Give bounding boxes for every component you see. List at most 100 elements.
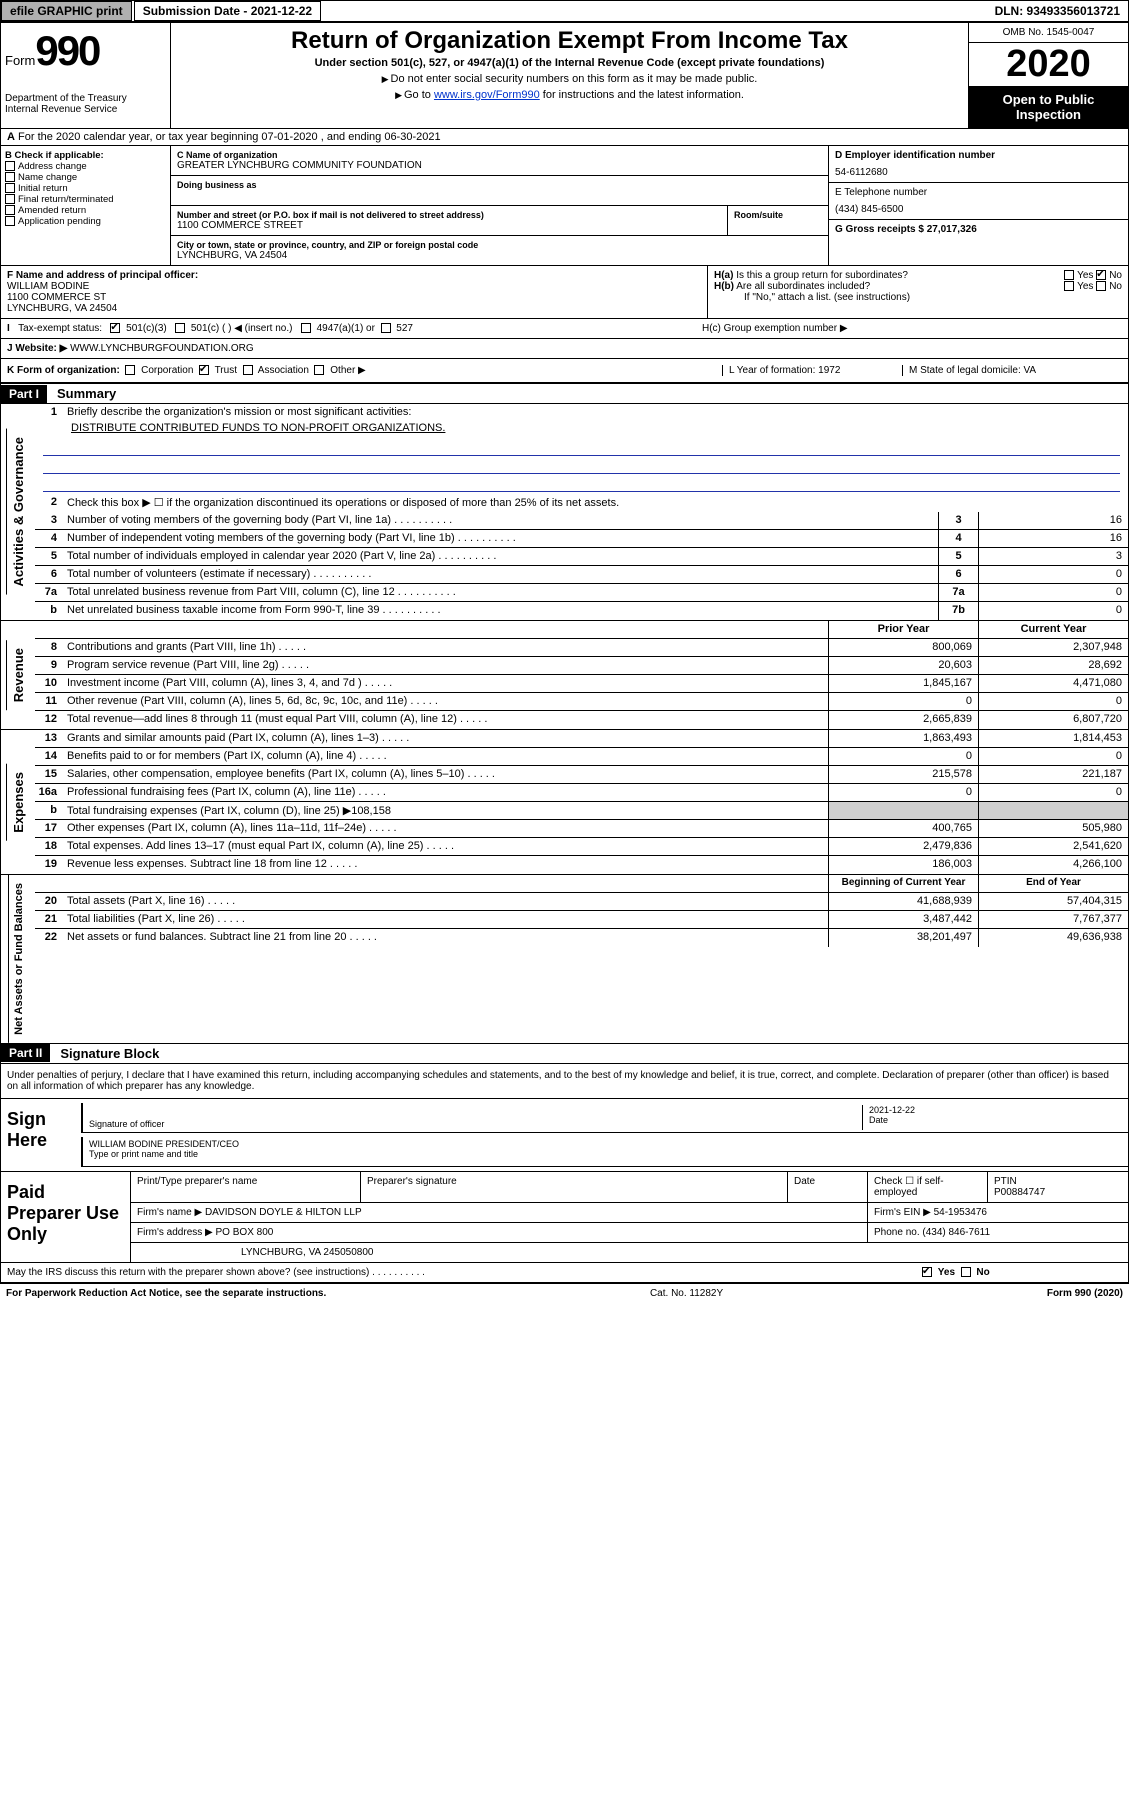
line2-text: Check this box ▶ ☐ if the organization d…: [63, 494, 1128, 512]
line-num: 15: [35, 766, 63, 783]
check-initial[interactable]: [5, 183, 15, 193]
gross-receipts: G Gross receipts $ 27,017,326: [835, 224, 1122, 235]
paid-preparer-label: Paid Preparer Use Only: [1, 1172, 131, 1262]
line-val: 16: [978, 530, 1128, 547]
line-current: 4,266,100: [978, 856, 1128, 874]
line1-text: Briefly describe the organization's miss…: [63, 404, 1128, 422]
part2-hdr: Part II: [1, 1044, 50, 1062]
i-4947[interactable]: [301, 323, 311, 333]
i-527[interactable]: [381, 323, 391, 333]
line-prior: 400,765: [828, 820, 978, 837]
ha-no[interactable]: [1096, 270, 1106, 280]
ha-yes[interactable]: [1064, 270, 1074, 280]
line-prior: 2,479,836: [828, 838, 978, 855]
check-address[interactable]: [5, 161, 15, 171]
sig-date-label: Date: [869, 1115, 888, 1125]
line-prior: 800,069: [828, 639, 978, 656]
discuss-yes[interactable]: [922, 1267, 932, 1277]
line-num: 21: [35, 911, 63, 928]
line-current: 28,692: [978, 657, 1128, 674]
k-assoc[interactable]: [243, 365, 253, 375]
firm-city: LYNCHBURG, VA 245050800: [131, 1243, 1128, 1262]
line-text: Other expenses (Part IX, column (A), lin…: [63, 820, 828, 837]
vlabel-exp: Expenses: [6, 764, 30, 841]
discuss-text: May the IRS discuss this return with the…: [7, 1267, 922, 1278]
opt-assoc: Association: [258, 365, 309, 376]
line-num: 3: [35, 512, 63, 529]
form-990: 990: [35, 27, 99, 74]
line-text: Benefits paid to or for members (Part IX…: [63, 748, 828, 765]
col-end: End of Year: [978, 875, 1128, 892]
i-501c[interactable]: [175, 323, 185, 333]
vlabel-rev: Revenue: [6, 640, 30, 710]
title-box: Return of Organization Exempt From Incom…: [171, 23, 968, 128]
ptin-value: P00884747: [994, 1187, 1045, 1198]
tax-year-range: For the 2020 calendar year, or tax year …: [18, 131, 441, 143]
line-val: 16: [978, 512, 1128, 529]
vlabel-gov: Activities & Governance: [6, 429, 30, 595]
i-501c3[interactable]: [110, 323, 120, 333]
f-label: F Name and address of principal officer:: [7, 270, 701, 281]
line-num: 6: [35, 566, 63, 583]
line-prior: 1,845,167: [828, 675, 978, 692]
mission: DISTRIBUTE CONTRIBUTED FUNDS TO NON-PROF…: [71, 422, 445, 434]
check-amended[interactable]: [5, 205, 15, 215]
subtitle-3: Go to www.irs.gov/Form990 for instructio…: [181, 89, 958, 101]
line-text: Total assets (Part X, line 16) . . . . .: [63, 893, 828, 910]
sign-here: Sign Here: [1, 1099, 81, 1171]
line-num: 5: [35, 548, 63, 565]
ptin-label: PTIN: [994, 1176, 1017, 1187]
line-num: 20: [35, 893, 63, 910]
check-final[interactable]: [5, 194, 15, 204]
officer-addr2: LYNCHBURG, VA 24504: [7, 303, 701, 314]
line-prior: 215,578: [828, 766, 978, 783]
form-body: Form990 Department of the Treasury Inter…: [0, 22, 1129, 1284]
efile-button[interactable]: efile GRAPHIC print: [1, 1, 132, 21]
h-note: If "No," attach a list. (see instruction…: [714, 292, 1122, 303]
website: WWW.LYNCHBURGFOUNDATION.ORG: [70, 343, 254, 354]
line-val: 3: [978, 548, 1128, 565]
col-b-header: B Check if applicable:: [5, 150, 166, 161]
line-num: 17: [35, 820, 63, 837]
k-other[interactable]: [314, 365, 324, 375]
officer-addr1: 1100 COMMERCE ST: [7, 292, 701, 303]
line-text: Net assets or fund balances. Subtract li…: [63, 929, 828, 947]
line-num: 4: [35, 530, 63, 547]
street-label: Number and street (or P.O. box if mail i…: [177, 210, 721, 220]
discuss-no[interactable]: [961, 1267, 971, 1277]
firm-name: DAVIDSON DOYLE & HILTON LLP: [205, 1207, 362, 1218]
check-name[interactable]: [5, 172, 15, 182]
opt-corp: Corporation: [141, 365, 193, 376]
opt-other: Other ▶: [330, 365, 365, 376]
line-num: 9: [35, 657, 63, 674]
k-corp[interactable]: [125, 365, 135, 375]
hb-no[interactable]: [1096, 281, 1106, 291]
hb-yes[interactable]: [1064, 281, 1074, 291]
check-pending[interactable]: [5, 216, 15, 226]
j-label: J Website: ▶: [7, 343, 67, 354]
col-current: Current Year: [978, 621, 1128, 638]
irs-label: Internal Revenue Service: [5, 104, 166, 115]
ein-label: D Employer identification number: [835, 150, 1122, 161]
line-current: 7,767,377: [978, 911, 1128, 928]
form-title: Return of Organization Exempt From Incom…: [181, 27, 958, 55]
prep-name-label: Print/Type preparer's name: [131, 1172, 361, 1202]
line-current: 1,814,453: [978, 730, 1128, 747]
instructions-link[interactable]: www.irs.gov/Form990: [434, 89, 540, 101]
discuss-no-label: No: [976, 1267, 989, 1278]
footer-left: For Paperwork Reduction Act Notice, see …: [6, 1288, 326, 1299]
line-text: Net unrelated business taxable income fr…: [63, 602, 938, 620]
line-current: 2,541,620: [978, 838, 1128, 855]
line-val: 0: [978, 602, 1128, 620]
part1-hdr: Part I: [1, 385, 47, 403]
line-current: [978, 802, 1128, 819]
line-num: 22: [35, 929, 63, 947]
city-label: City or town, state or province, country…: [177, 240, 822, 250]
line-text: Total expenses. Add lines 13–17 (must eq…: [63, 838, 828, 855]
h-box: H(a) Is this a group return for subordin…: [708, 266, 1128, 318]
subtitle-1: Under section 501(c), 527, or 4947(a)(1)…: [181, 57, 958, 69]
k-label: K Form of organization:: [7, 365, 120, 376]
line-box: 7b: [938, 602, 978, 620]
k-trust[interactable]: [199, 365, 209, 375]
dba-label: Doing business as: [177, 180, 822, 190]
